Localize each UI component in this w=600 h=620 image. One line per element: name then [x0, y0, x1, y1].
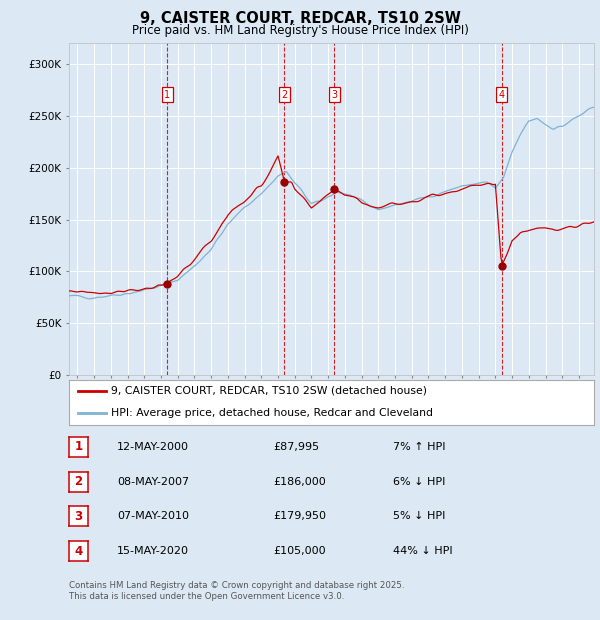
Text: £105,000: £105,000 [273, 546, 326, 556]
Text: £87,995: £87,995 [273, 442, 319, 452]
Text: 5% ↓ HPI: 5% ↓ HPI [393, 512, 445, 521]
Text: HPI: Average price, detached house, Redcar and Cleveland: HPI: Average price, detached house, Redc… [111, 408, 433, 418]
Text: 9, CAISTER COURT, REDCAR, TS10 2SW: 9, CAISTER COURT, REDCAR, TS10 2SW [140, 11, 460, 25]
Text: £186,000: £186,000 [273, 477, 326, 487]
Text: 9, CAISTER COURT, REDCAR, TS10 2SW (detached house): 9, CAISTER COURT, REDCAR, TS10 2SW (deta… [111, 386, 427, 396]
Text: 44% ↓ HPI: 44% ↓ HPI [393, 546, 452, 556]
Text: 2: 2 [281, 90, 287, 100]
Text: 3: 3 [331, 90, 337, 100]
Text: £179,950: £179,950 [273, 512, 326, 521]
Text: Price paid vs. HM Land Registry's House Price Index (HPI): Price paid vs. HM Land Registry's House … [131, 24, 469, 37]
Text: 08-MAY-2007: 08-MAY-2007 [117, 477, 189, 487]
Text: 6% ↓ HPI: 6% ↓ HPI [393, 477, 445, 487]
Text: 4: 4 [74, 544, 83, 557]
Text: 2: 2 [74, 475, 83, 488]
Text: 07-MAY-2010: 07-MAY-2010 [117, 512, 189, 521]
Text: 12-MAY-2000: 12-MAY-2000 [117, 442, 189, 452]
Text: 7% ↑ HPI: 7% ↑ HPI [393, 442, 445, 452]
Text: Contains HM Land Registry data © Crown copyright and database right 2025.: Contains HM Land Registry data © Crown c… [69, 581, 404, 590]
Text: 1: 1 [164, 90, 170, 100]
Text: This data is licensed under the Open Government Licence v3.0.: This data is licensed under the Open Gov… [69, 592, 344, 601]
Text: 1: 1 [74, 440, 83, 453]
Text: 3: 3 [74, 510, 83, 523]
Text: 4: 4 [499, 90, 505, 100]
Text: 15-MAY-2020: 15-MAY-2020 [117, 546, 189, 556]
